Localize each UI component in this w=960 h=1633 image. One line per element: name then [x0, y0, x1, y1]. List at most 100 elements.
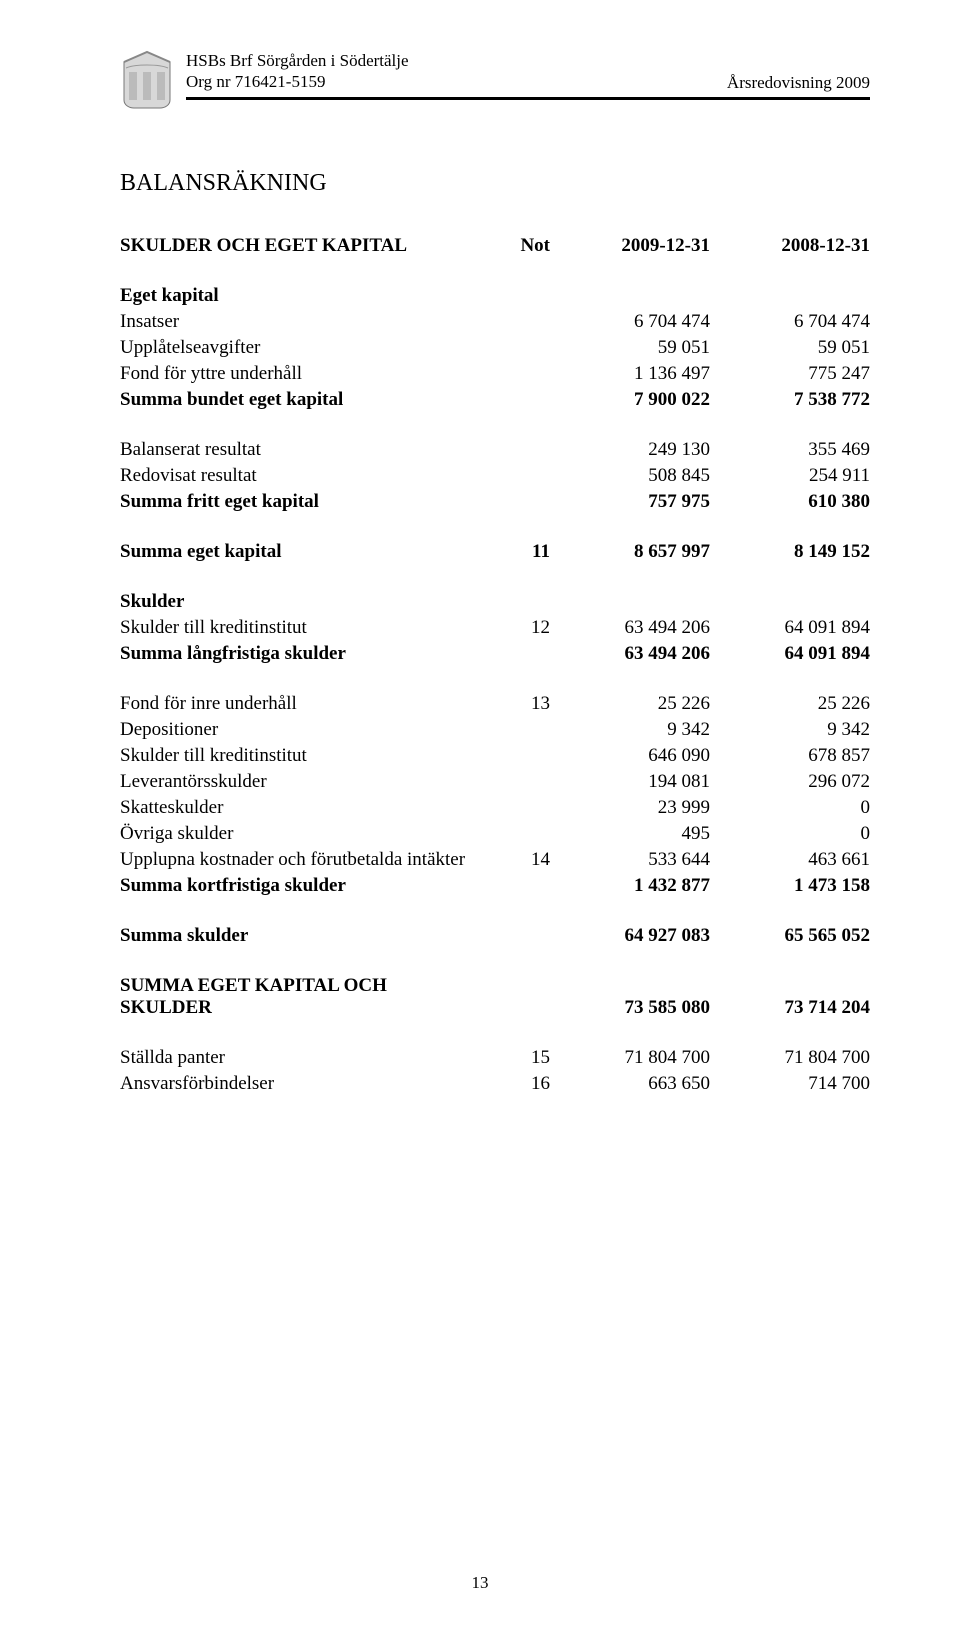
- row-col2: 64 091 894: [710, 615, 870, 641]
- row-label: Övriga skulder: [120, 821, 480, 847]
- table-heading-row: SKULDER OCH EGET KAPITALNot2009-12-31200…: [120, 233, 870, 259]
- row-label: Fond för inre underhåll: [120, 691, 480, 717]
- row-note: 11: [480, 539, 550, 565]
- row-col2: 7 538 772: [710, 387, 870, 413]
- row-note: [480, 641, 550, 667]
- table-row: Upplåtelseavgifter59 05159 051: [120, 335, 870, 361]
- row-note: 13: [480, 691, 550, 717]
- page-title: BALANSRÄKNING: [120, 170, 870, 197]
- row-col2: 71 804 700: [710, 1045, 870, 1071]
- row-label: Ansvarsförbindelser: [120, 1071, 480, 1097]
- row-note: [480, 873, 550, 899]
- table-row: Ställda panter1571 804 70071 804 700: [120, 1045, 870, 1071]
- spacer-row: [120, 1021, 870, 1045]
- spacer-row: [120, 515, 870, 539]
- row-note: [480, 795, 550, 821]
- spacer-row: [120, 413, 870, 437]
- row-col2: 9 342: [710, 717, 870, 743]
- header-text-block: HSBs Brf Sörgården i Södertälje Org nr 7…: [186, 50, 870, 100]
- page-header: HSBs Brf Sörgården i Södertälje Org nr 7…: [120, 50, 870, 110]
- table-row: Summa fritt eget kapital757 975610 380: [120, 489, 870, 515]
- row-note: 15: [480, 1045, 550, 1071]
- page: HSBs Brf Sörgården i Södertälje Org nr 7…: [0, 0, 960, 1633]
- row-note: [480, 973, 550, 1021]
- row-col1: 63 494 206: [550, 615, 710, 641]
- row-col1: 9 342: [550, 717, 710, 743]
- row-label: Upplupna kostnader och förutbetalda intä…: [120, 847, 480, 873]
- table-row: Summa kortfristiga skulder1 432 8771 473…: [120, 873, 870, 899]
- org-name: HSBs Brf Sörgården i Södertälje: [186, 50, 409, 71]
- table-row: Skulder till kreditinstitut1263 494 2066…: [120, 615, 870, 641]
- row-col1: 6 704 474: [550, 309, 710, 335]
- row-col1: 25 226: [550, 691, 710, 717]
- row-col2: 678 857: [710, 743, 870, 769]
- row-note: [480, 489, 550, 515]
- row-label: Redovisat resultat: [120, 463, 480, 489]
- table-row: Fond för inre underhåll1325 22625 226: [120, 691, 870, 717]
- org-number: Org nr 716421-5159: [186, 71, 409, 92]
- row-note: [480, 463, 550, 489]
- spacer-row: [120, 565, 870, 589]
- row-col2: 254 911: [710, 463, 870, 489]
- row-label: Balanserat resultat: [120, 437, 480, 463]
- row-col2: 775 247: [710, 361, 870, 387]
- row-col2: 59 051: [710, 335, 870, 361]
- row-col1: 8 657 997: [550, 539, 710, 565]
- row-col2: 610 380: [710, 489, 870, 515]
- table-row: Depositioner 9 3429 342: [120, 717, 870, 743]
- spacer-row: [120, 949, 870, 973]
- row-col1: 757 975: [550, 489, 710, 515]
- row-note: 14: [480, 847, 550, 873]
- table-row: Skatteskulder23 9990: [120, 795, 870, 821]
- row-col2: 355 469: [710, 437, 870, 463]
- row-col2: 6 704 474: [710, 309, 870, 335]
- row-col1: 508 845: [550, 463, 710, 489]
- row-label: Depositioner: [120, 717, 480, 743]
- table-row: Fond för yttre underhåll1 136 497775 247: [120, 361, 870, 387]
- table-row: Redovisat resultat 508 845254 911: [120, 463, 870, 489]
- section-row: Skulder: [120, 589, 870, 615]
- row-label: Summa långfristiga skulder: [120, 641, 480, 667]
- row-label: Summa skulder: [120, 923, 480, 949]
- row-label: Summa kortfristiga skulder: [120, 873, 480, 899]
- balance-table: SKULDER OCH EGET KAPITALNot2009-12-31200…: [120, 233, 870, 1097]
- row-note: [480, 821, 550, 847]
- row-note: [480, 717, 550, 743]
- row-col2: 73 714 204: [710, 973, 870, 1021]
- row-col1: 73 585 080: [550, 973, 710, 1021]
- row-note: [480, 923, 550, 949]
- row-col2: 8 149 152: [710, 539, 870, 565]
- section-label: Eget kapital: [120, 283, 480, 309]
- row-col2: 64 091 894: [710, 641, 870, 667]
- year-label: Årsredovisning 2009: [727, 73, 870, 93]
- row-label: Summa eget kapital: [120, 539, 480, 565]
- row-col1: 71 804 700: [550, 1045, 710, 1071]
- row-label: Upplåtelseavgifter: [120, 335, 480, 361]
- table-row: SUMMA EGET KAPITAL OCH SKULDER73 585 080…: [120, 973, 870, 1021]
- row-note: 16: [480, 1071, 550, 1097]
- row-col2: 0: [710, 821, 870, 847]
- section-row: Eget kapital: [120, 283, 870, 309]
- table-row: Summa långfristiga skulder63 494 20664 0…: [120, 641, 870, 667]
- heading-note: Not: [480, 233, 550, 259]
- row-note: [480, 743, 550, 769]
- row-col1: 495: [550, 821, 710, 847]
- row-label: Fond för yttre underhåll: [120, 361, 480, 387]
- table-row: Skulder till kreditinstitut646 090678 85…: [120, 743, 870, 769]
- row-col1: 23 999: [550, 795, 710, 821]
- row-note: [480, 769, 550, 795]
- heading-label: SKULDER OCH EGET KAPITAL: [120, 233, 480, 259]
- row-label: Summa bundet eget kapital: [120, 387, 480, 413]
- table-row: Summa eget kapital118 657 9978 149 152: [120, 539, 870, 565]
- row-note: [480, 361, 550, 387]
- spacer-row: [120, 667, 870, 691]
- logo-icon: [120, 50, 174, 110]
- table-row: Summa skulder 64 927 08365 565 052: [120, 923, 870, 949]
- row-col1: 663 650: [550, 1071, 710, 1097]
- row-label: Ställda panter: [120, 1045, 480, 1071]
- row-label: Insatser: [120, 309, 480, 335]
- row-col2: 25 226: [710, 691, 870, 717]
- row-col2: 65 565 052: [710, 923, 870, 949]
- spacer-row: [120, 899, 870, 923]
- row-col1: 64 927 083: [550, 923, 710, 949]
